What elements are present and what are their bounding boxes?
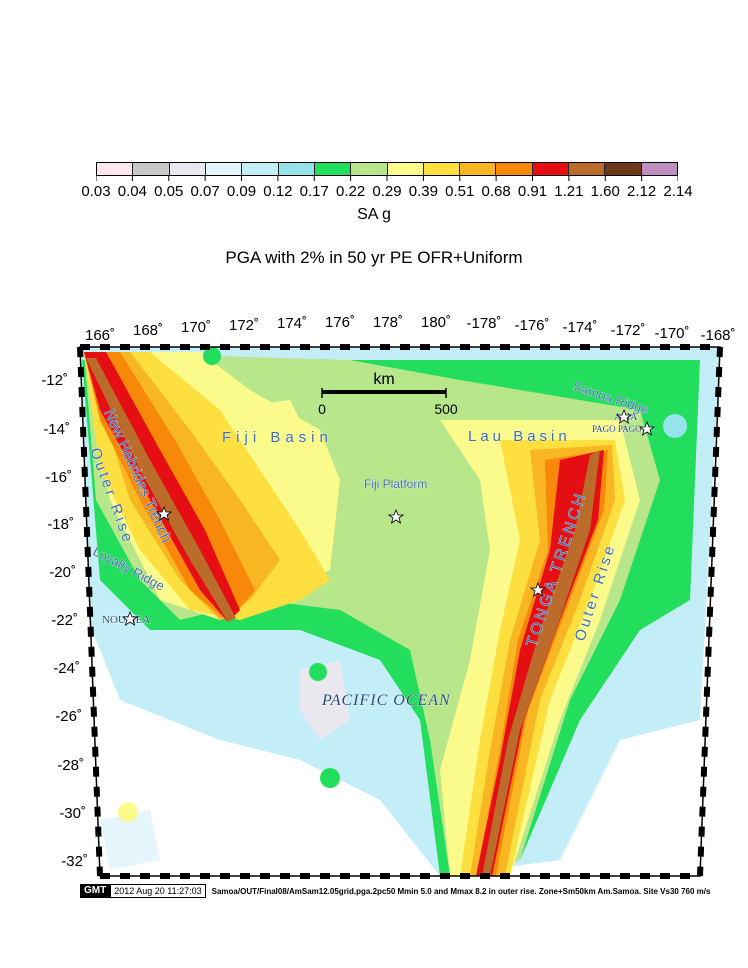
- colorbar-tick-label: 0.07: [190, 183, 220, 200]
- colorbar-swatch: [205, 163, 243, 175]
- label-pacific-ocean: PACIFIC OCEAN: [321, 692, 451, 709]
- star-marker: [155, 505, 173, 521]
- lon-label: -176˚: [514, 317, 549, 334]
- colorbar-swatch: [133, 163, 170, 175]
- colorbar-swatch: [278, 163, 315, 175]
- colorbar-tick-label: 0.09: [226, 183, 257, 200]
- colorbar-unit: SA g: [357, 206, 391, 223]
- colorbar-swatch: [314, 163, 352, 175]
- star-marker: [529, 581, 547, 597]
- lon-label: -172˚: [610, 322, 645, 339]
- map-title: PGA with 2% in 50 yr PE OFR+Uniform: [225, 248, 523, 267]
- lon-label: 178˚: [373, 314, 403, 331]
- lon-label: -168˚: [700, 327, 735, 344]
- lon-label: 166˚: [85, 327, 115, 344]
- colorbar-swatch: [387, 163, 424, 175]
- star-marker: [615, 408, 633, 424]
- scale-bar: km 0 500: [318, 371, 458, 417]
- colorbar-swatch: [532, 163, 570, 175]
- colorbar-tick-label: 0.04: [117, 183, 147, 200]
- star-marker: [121, 610, 139, 626]
- hazard-map: 166˚ 168˚ 170˚ 172˚ 174˚ 176˚ 178˚ 180˚ …: [41, 314, 736, 879]
- colorbar-tick-label: 0.51: [445, 183, 475, 200]
- colorbar-tick-label: 1.21: [554, 183, 584, 200]
- label-noumea: NOUMEA: [102, 614, 150, 626]
- colorbar-tick-label: 2.12: [627, 183, 657, 200]
- lon-label: 168˚: [133, 322, 163, 339]
- colorbar-ticks: [96, 176, 678, 181]
- lon-label: -174˚: [562, 319, 597, 336]
- lat-label: -26˚: [55, 708, 82, 725]
- hazard-field: [80, 347, 720, 876]
- scale-start: 0: [318, 401, 326, 417]
- label-fiji-basin: Fiji Basin: [222, 429, 333, 446]
- colorbar-swatch: [496, 163, 533, 175]
- colorbar-swatch: [460, 163, 497, 175]
- lon-label: -178˚: [466, 315, 501, 332]
- lat-label: -12˚: [41, 372, 68, 389]
- colorbar-swatch: [97, 163, 134, 175]
- lon-label: 170˚: [181, 319, 211, 336]
- colorbar-tick-label: 0.03: [81, 183, 111, 200]
- colorbar-tick-label: 0.12: [263, 183, 293, 200]
- lat-label: -20˚: [49, 564, 76, 581]
- colorbar-swatch: [605, 163, 642, 175]
- lon-label: 172˚: [229, 317, 259, 334]
- colorbar-tick-label: 0.05: [154, 183, 184, 200]
- colorbar-swatch: [169, 163, 206, 175]
- colorbar-tick-label: 2.14: [663, 183, 693, 200]
- colorbar-swatch: [423, 163, 461, 175]
- lat-label: -18˚: [47, 516, 74, 533]
- colorbar-tick-label: 0.29: [372, 183, 402, 200]
- colorbar-swatch: [569, 163, 606, 175]
- colorbar-labels: 0.03 0.04 0.05 0.07 0.09 0.12 0.17 0.22 0.29 0.39…: [0, 183, 748, 203]
- lon-label: 176˚: [325, 314, 355, 331]
- colorbar-swatch: [242, 163, 279, 175]
- colorbar-swatch: [641, 163, 677, 175]
- scale-unit: km: [373, 371, 394, 388]
- lon-label: 180˚: [421, 314, 451, 331]
- map-frame: [77, 344, 723, 879]
- gmt-logo: GMT: [80, 884, 111, 898]
- gmt-command: Samoa/OUT/Final08/AmSam12.05grid.pga.2pc…: [211, 886, 711, 896]
- scale-end: 500: [434, 401, 458, 417]
- lat-label: -24˚: [53, 660, 80, 677]
- lat-label: -30˚: [59, 805, 86, 822]
- colorbar-tick-label: 0.91: [517, 183, 548, 200]
- lat-label: -32˚: [61, 853, 88, 870]
- colorbar-tick-label: 0.39: [408, 183, 438, 200]
- lat-label: -28˚: [57, 757, 84, 774]
- star-marker: [387, 508, 405, 524]
- lon-label: -170˚: [654, 325, 689, 342]
- label-lau-basin: Lau Basin: [468, 428, 571, 445]
- colorbar-swatch: [351, 163, 388, 175]
- label-fiji-platform: Fiji Platform: [364, 477, 427, 491]
- colorbar-tick-label: 0.17: [299, 183, 329, 200]
- lat-label: -16˚: [45, 469, 72, 486]
- colorbar: [96, 162, 678, 176]
- star-marker: [638, 420, 656, 436]
- colorbar-tick-label: 1.60: [590, 183, 620, 200]
- lon-label: 174˚: [277, 315, 307, 332]
- label-pago-pago: PAGO PAGO: [592, 424, 642, 434]
- gmt-timestamp: 2012 Aug 20 11:27:03: [110, 884, 206, 898]
- lat-label: -14˚: [43, 421, 70, 438]
- colorbar-tick-label: 0.22: [336, 183, 366, 200]
- colorbar-tick-label: 0.68: [481, 183, 511, 200]
- gmt-footer: GMT 2012 Aug 20 11:27:03 Samoa/OUT/Final…: [80, 884, 710, 898]
- lat-label: -22˚: [51, 612, 78, 629]
